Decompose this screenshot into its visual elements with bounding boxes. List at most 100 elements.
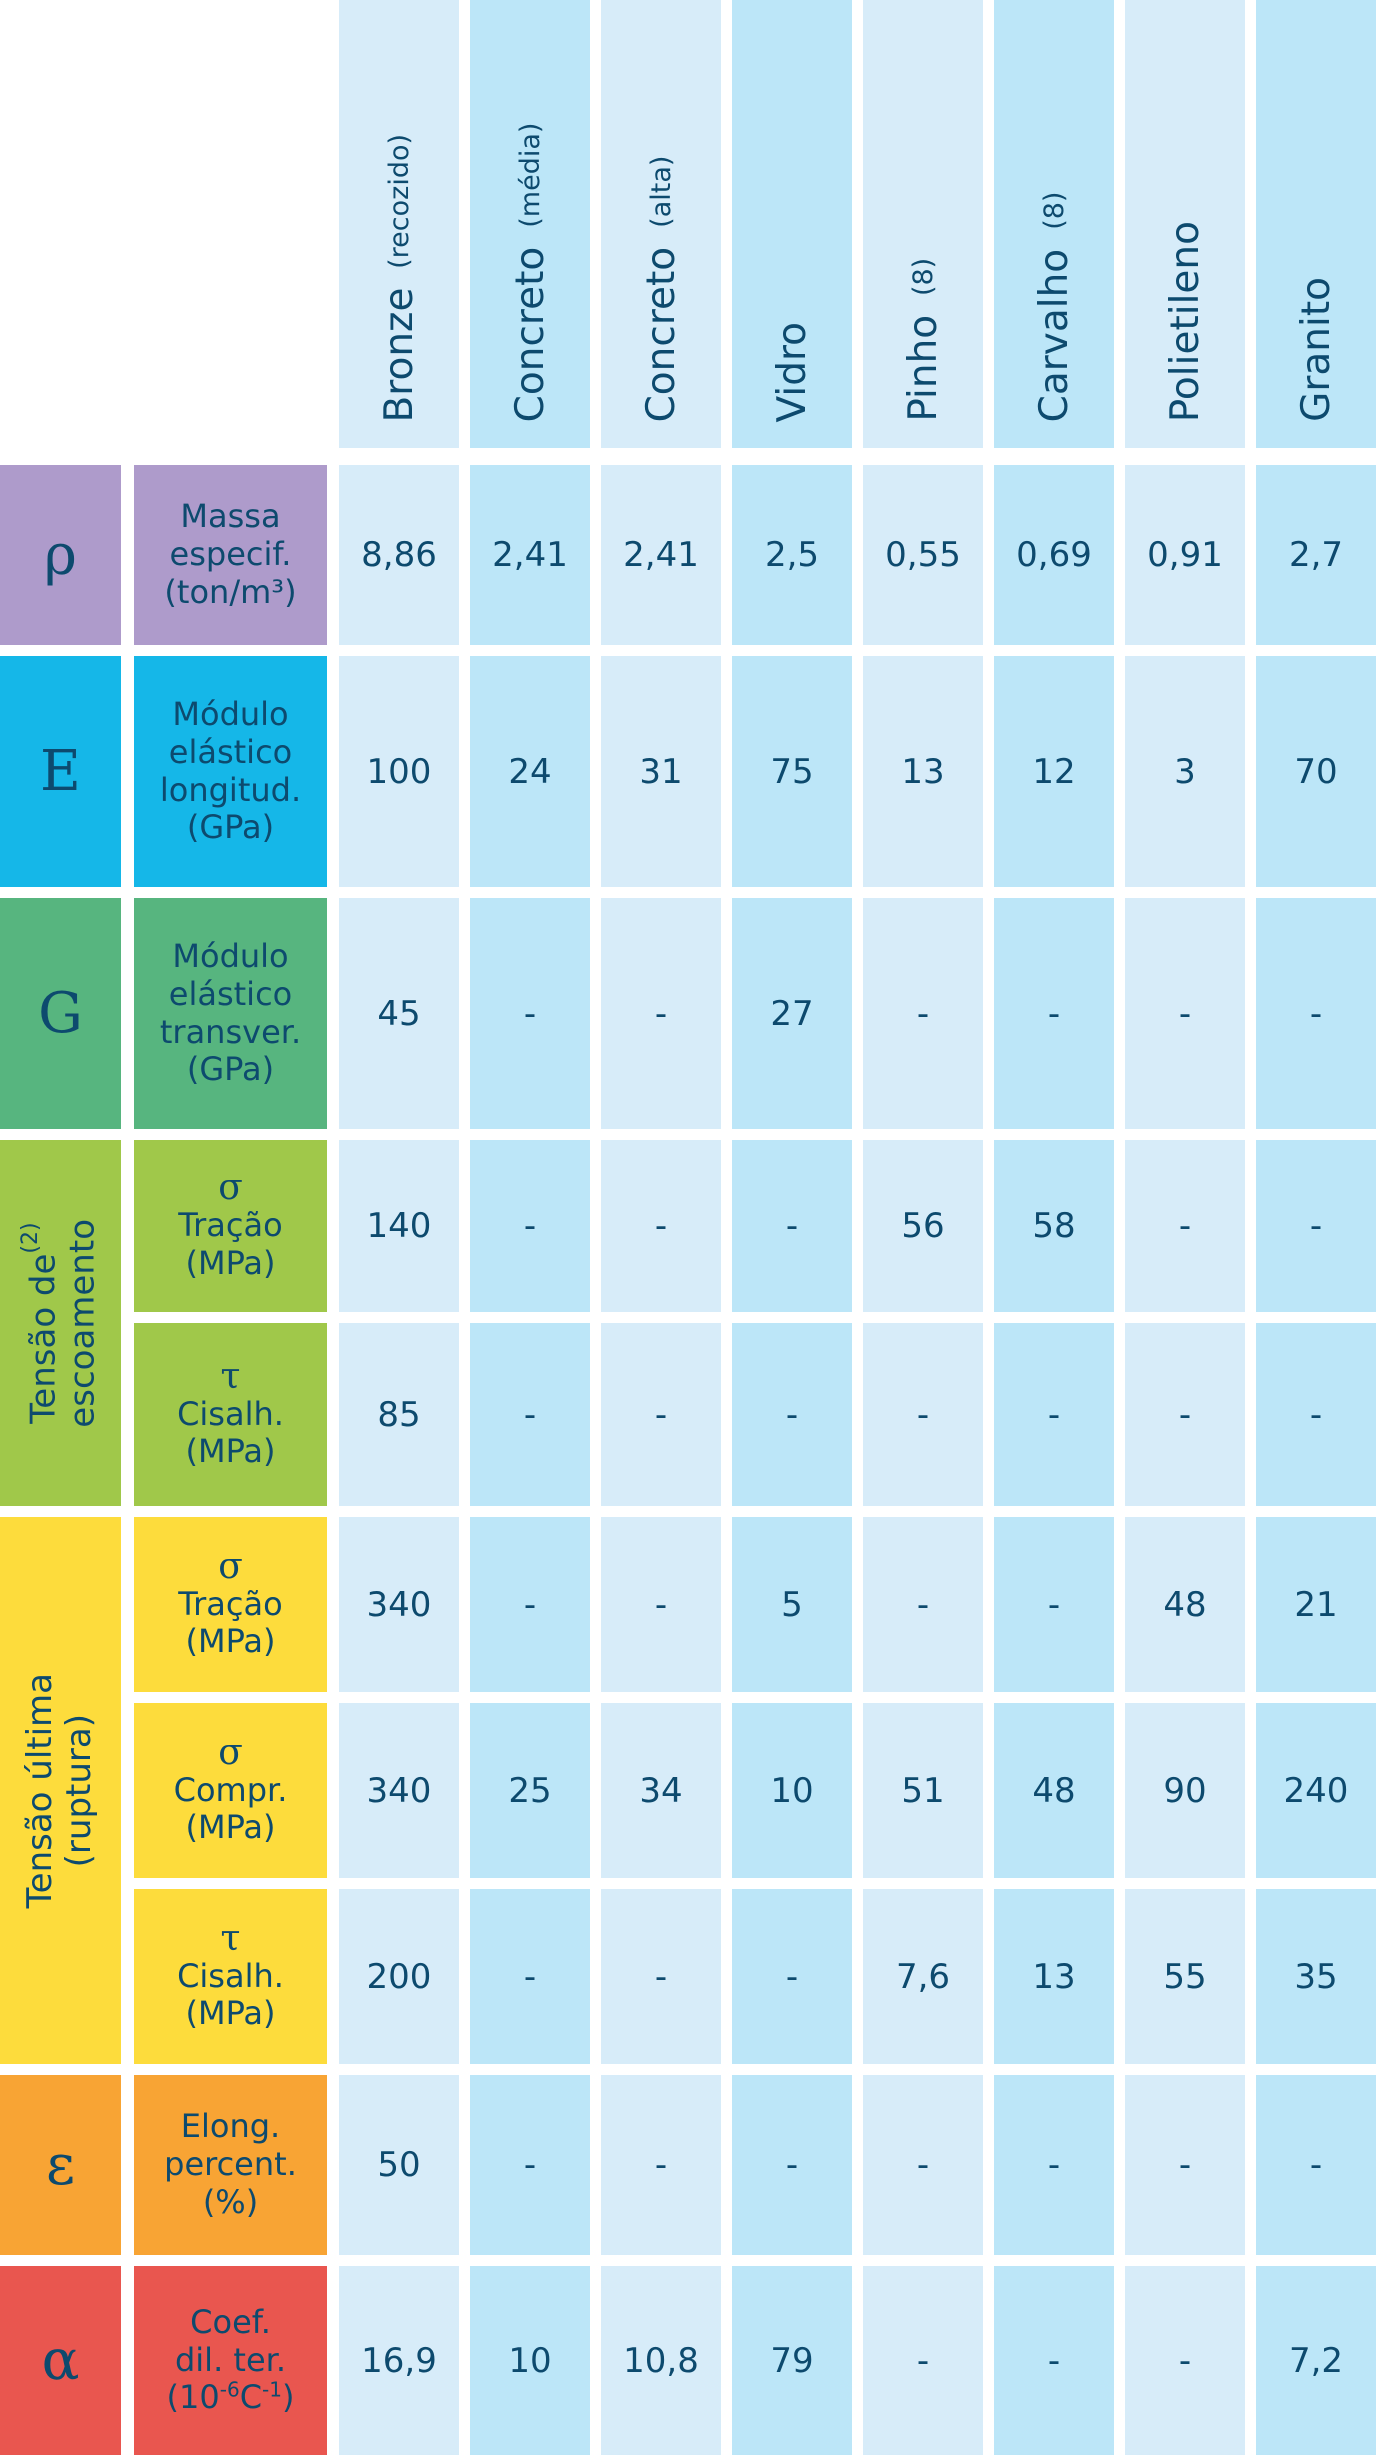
property-label: Módulo elástico transver. (GPa) <box>134 898 327 1129</box>
material-header: Polietileno <box>1125 0 1245 448</box>
property-value: 25 <box>470 1703 590 1878</box>
property-value: 240 <box>1256 1703 1376 1878</box>
property-label-line: Tração <box>178 1206 283 1245</box>
property-label-line: Módulo <box>172 695 289 733</box>
material-note: (média) <box>514 122 546 237</box>
property-value: - <box>994 898 1114 1129</box>
property-label-symbol: σ <box>218 1167 243 1209</box>
material-name: Pinho (8) <box>900 258 946 422</box>
property-value: 51 <box>863 1703 983 1878</box>
property-label-line: percent. <box>164 2145 297 2184</box>
property-value: 27 <box>732 898 852 1129</box>
unit-superscript: -6 <box>219 2377 240 2402</box>
material-header: Bronze (recozido) <box>339 0 459 448</box>
property-value: 21 <box>1256 1517 1376 1692</box>
property-value: 75 <box>732 656 852 887</box>
material-note: (recozido) <box>383 133 415 278</box>
property-label: τ Cisalh. (MPa) <box>134 1323 327 1506</box>
property-value: - <box>1125 2266 1245 2455</box>
property-value: 2,7 <box>1256 465 1376 645</box>
property-unit: (MPa) <box>185 1808 276 1847</box>
property-value: - <box>470 1323 590 1506</box>
property-label-line: Compr. <box>173 1770 288 1809</box>
property-label-line: Massa <box>180 497 281 536</box>
property-value: 12 <box>994 656 1114 887</box>
property-value: - <box>601 1889 721 2064</box>
property-label-symbol: τ <box>220 1355 241 1397</box>
property-value: 7,2 <box>1256 2266 1376 2455</box>
property-label-line: Coef. <box>190 2302 271 2341</box>
property-unit: (MPa) <box>185 1994 276 2033</box>
property-value: 45 <box>339 898 459 1129</box>
property-value: 50 <box>339 2075 459 2255</box>
material-name-text: Concreto <box>507 246 553 422</box>
property-value: 5 <box>732 1517 852 1692</box>
property-label-line: longitud. <box>159 770 302 809</box>
property-value: - <box>1256 898 1376 1129</box>
property-label-line: Cisalh. <box>177 1956 284 1995</box>
property-value: 79 <box>732 2266 852 2455</box>
property-value: - <box>732 1323 852 1506</box>
property-unit: (MPa) <box>185 1622 276 1661</box>
material-name-text: Pinho <box>900 315 946 422</box>
material-header: Granito <box>1256 0 1376 448</box>
material-note: (8) <box>907 258 939 306</box>
material-name-text: Granito <box>1293 277 1339 422</box>
property-value: - <box>601 1140 721 1312</box>
property-value: - <box>994 2075 1114 2255</box>
property-value: 0,91 <box>1125 465 1245 645</box>
property-unit: (MPa) <box>185 1243 276 1282</box>
property-value: 85 <box>339 1323 459 1506</box>
property-value: - <box>863 1323 983 1506</box>
property-unit: (%) <box>202 2182 259 2221</box>
property-unit: (GPa) <box>186 1050 275 1089</box>
property-label-symbol: σ <box>218 1545 243 1587</box>
property-value: - <box>470 1517 590 1692</box>
property-label-line: dil. ter. <box>174 2340 287 2379</box>
property-value: - <box>994 1517 1114 1692</box>
property-value: 8,86 <box>339 465 459 645</box>
material-header: Concreto (alta) <box>601 0 721 448</box>
property-value: 58 <box>994 1140 1114 1312</box>
property-value: - <box>470 898 590 1129</box>
group-label: Tensão de(2) escoamento <box>18 1218 103 1428</box>
material-name-text: Carvalho <box>1031 248 1077 422</box>
property-value: - <box>601 1517 721 1692</box>
property-value: 2,41 <box>601 465 721 645</box>
material-header: Concreto (média) <box>470 0 590 448</box>
property-label-symbol: σ <box>218 1731 243 1773</box>
property-value: - <box>470 2075 590 2255</box>
property-value: 3 <box>1125 656 1245 887</box>
property-value: - <box>863 1517 983 1692</box>
property-value: 140 <box>339 1140 459 1312</box>
property-label-symbol: τ <box>220 1917 241 1959</box>
material-header: Vidro <box>732 0 852 448</box>
property-label: σ Tração (MPa) <box>134 1140 327 1312</box>
property-value: 31 <box>601 656 721 887</box>
material-name: Polietileno <box>1163 221 1208 422</box>
property-value: 0,55 <box>863 465 983 645</box>
property-value: 10 <box>732 1703 852 1878</box>
property-label: Coef. dil. ter. (10-6C-1) <box>134 2266 327 2455</box>
property-value: - <box>470 1889 590 2064</box>
property-value: 340 <box>339 1517 459 1692</box>
material-header: Carvalho (8) <box>994 0 1114 448</box>
material-header: Pinho (8) <box>863 0 983 448</box>
property-label-line: elástico <box>168 974 293 1013</box>
property-label: σ Compr. (MPa) <box>134 1703 327 1878</box>
property-unit: (MPa) <box>185 1432 276 1471</box>
material-name: Granito <box>1293 277 1339 422</box>
material-note: (alta) <box>645 155 677 237</box>
property-symbol: G <box>0 898 121 1129</box>
property-value: - <box>863 2266 983 2455</box>
property-label-line: Elong. <box>180 2107 281 2146</box>
material-name: Concreto (média) <box>507 122 553 422</box>
property-value: - <box>732 1889 852 2064</box>
property-value: - <box>601 1323 721 1506</box>
material-name: Carvalho (8) <box>1031 192 1077 422</box>
property-value: 200 <box>339 1889 459 2064</box>
property-value: 7,6 <box>863 1889 983 2064</box>
property-unit: (ton/m³) <box>164 572 297 611</box>
property-value: - <box>601 2075 721 2255</box>
material-name-text: Bronze <box>376 287 422 422</box>
